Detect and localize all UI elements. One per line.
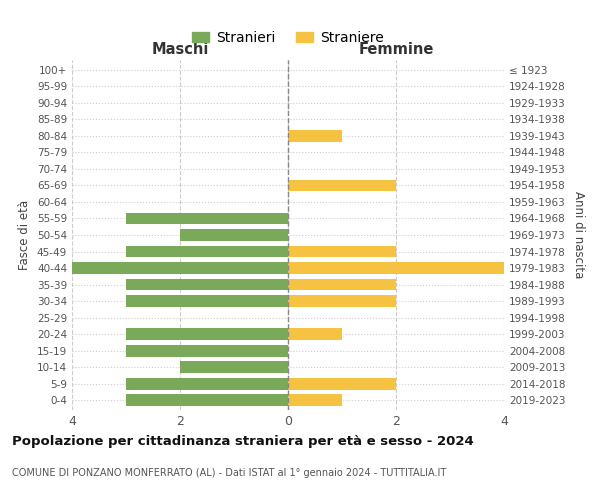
Bar [126, 295, 288, 307]
Bar [288, 328, 342, 340]
Bar [126, 328, 288, 340]
Bar [288, 246, 396, 258]
Text: Femmine: Femmine [358, 42, 434, 56]
Legend: Stranieri, Straniere: Stranieri, Straniere [187, 25, 389, 50]
Bar [126, 378, 288, 390]
Text: Popolazione per cittadinanza straniera per età e sesso - 2024: Popolazione per cittadinanza straniera p… [12, 435, 474, 448]
Bar [180, 361, 288, 373]
Bar [180, 229, 288, 241]
Bar [126, 394, 288, 406]
Bar [288, 130, 342, 142]
Bar [288, 180, 396, 192]
Bar [288, 278, 396, 290]
Bar [126, 278, 288, 290]
Bar [288, 262, 504, 274]
Y-axis label: Fasce di età: Fasce di età [19, 200, 31, 270]
Y-axis label: Anni di nascita: Anni di nascita [572, 192, 585, 278]
Bar [288, 378, 396, 390]
Bar [288, 295, 396, 307]
Text: COMUNE DI PONZANO MONFERRATO (AL) - Dati ISTAT al 1° gennaio 2024 - TUTTITALIA.I: COMUNE DI PONZANO MONFERRATO (AL) - Dati… [12, 468, 446, 477]
Bar [126, 246, 288, 258]
Bar [126, 344, 288, 356]
Text: Maschi: Maschi [151, 42, 209, 56]
Bar [126, 212, 288, 224]
Bar [72, 262, 288, 274]
Bar [288, 394, 342, 406]
